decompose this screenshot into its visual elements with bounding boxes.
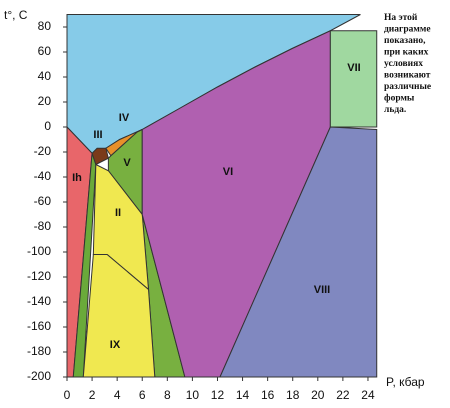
- x-tick-label: 0: [64, 388, 71, 402]
- y-tick-label: -60: [34, 194, 52, 208]
- phase-region: [329, 30, 378, 128]
- region-label: IX: [110, 339, 121, 351]
- region-label: V: [123, 157, 131, 169]
- region-label: IV: [119, 112, 130, 124]
- note-line: различные: [384, 82, 431, 92]
- y-tick-label: -140: [27, 294, 51, 308]
- x-tick-label: 24: [361, 388, 375, 402]
- x-axis-label: P, кбар: [386, 375, 425, 389]
- x-tick-label: 14: [236, 388, 250, 402]
- note-line: льда.: [384, 105, 406, 115]
- phase-region: [91, 147, 109, 166]
- note-line: На этой: [384, 12, 418, 23]
- x-tick-label: 20: [311, 388, 325, 402]
- note-line: при каких: [384, 48, 429, 58]
- note-line: показано,: [384, 36, 426, 46]
- region-label: VIII: [314, 284, 331, 296]
- phase-region: [219, 126, 378, 378]
- region-label: Ih: [72, 172, 82, 184]
- x-tick-label: 6: [139, 388, 146, 402]
- region-label: VI: [223, 166, 233, 178]
- y-tick-label: -180: [27, 344, 51, 358]
- region-label: II: [115, 207, 121, 219]
- note-line: возникают: [384, 71, 431, 81]
- x-tick-label: 8: [164, 388, 171, 402]
- y-tick-label: -80: [34, 219, 52, 233]
- x-tick-label: 18: [286, 388, 300, 402]
- note-line: условиях: [384, 59, 423, 69]
- x-tick-label: 2: [89, 388, 96, 402]
- x-tick-label: 4: [114, 388, 121, 402]
- x-tick-label: 16: [261, 388, 275, 402]
- y-tick-label: -20: [34, 144, 52, 158]
- y-tick-label: -160: [27, 319, 51, 333]
- y-tick-label: -120: [27, 269, 51, 283]
- note-line: диаграмме: [384, 25, 431, 35]
- y-tick-label: 40: [38, 69, 52, 83]
- y-tick-label: 60: [38, 44, 52, 58]
- region-label: VII: [347, 62, 360, 74]
- note-line: формы: [384, 93, 415, 104]
- y-tick-label: 20: [38, 94, 52, 108]
- x-tick-label: 12: [211, 388, 225, 402]
- y-axis-label: t°, C: [4, 8, 28, 22]
- y-tick-label: 0: [44, 119, 51, 133]
- y-tick-label: -100: [27, 244, 51, 258]
- x-tick-label: 22: [336, 388, 350, 402]
- x-tick-label: 10: [186, 388, 200, 402]
- y-tick-label: -200: [27, 369, 51, 383]
- phase-region: [82, 254, 156, 378]
- y-tick-label: 80: [38, 19, 52, 33]
- region-label: III: [93, 129, 102, 141]
- y-tick-label: -40: [34, 169, 52, 183]
